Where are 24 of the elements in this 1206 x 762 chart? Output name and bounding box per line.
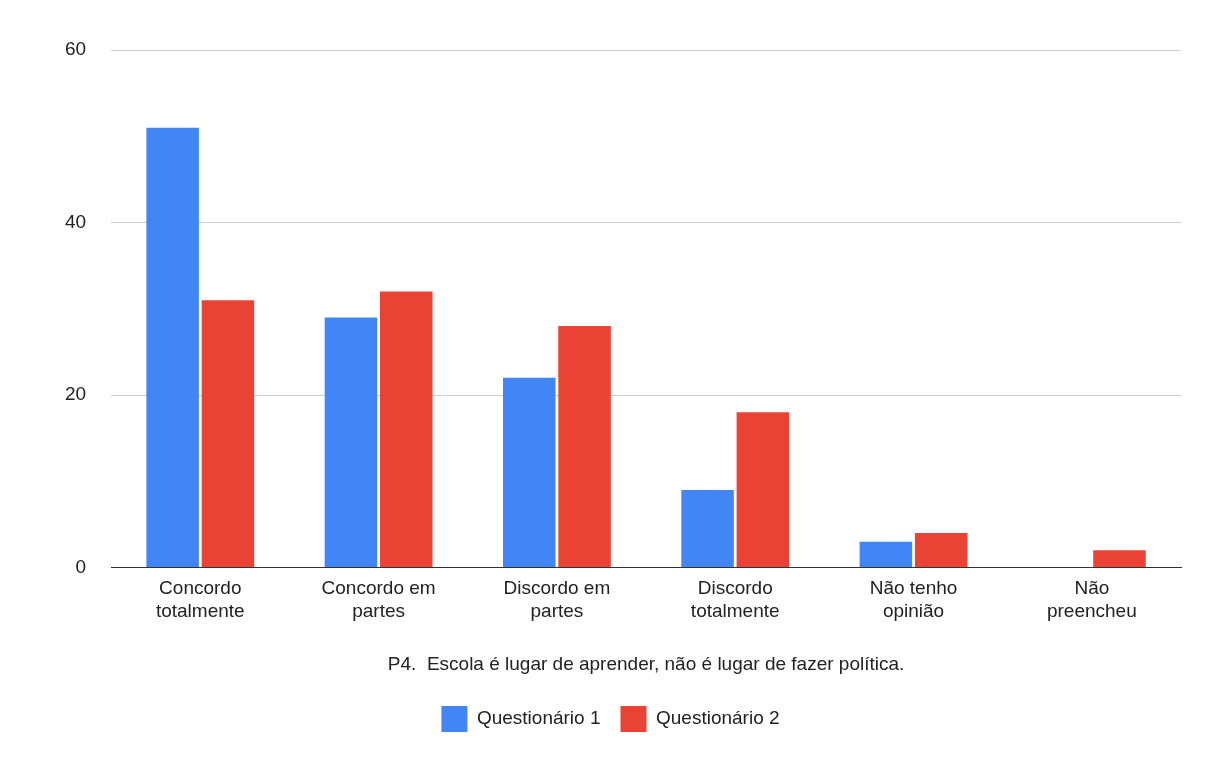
legend-label: Questionário 2 [656,707,780,729]
x-axis-title: P4. Escola é lugar de aprender, não é lugar de fazer política. [387,652,905,674]
bar [914,533,968,568]
x-tick-label: Discordo em partes [503,577,611,622]
y-tick-label: 40 [64,210,87,232]
x-tick-label: Concordo em partes [321,577,436,622]
bar [201,300,255,568]
bar [324,317,378,568]
legend-label: Questionário 1 [476,707,601,729]
x-tick-label: Discordo totalmente [690,577,780,622]
x-tick-label: Não preencheu [1046,577,1137,622]
bar [379,291,433,568]
x-tick-label: Concordo totalmente [155,577,245,622]
bar [681,489,734,568]
x-tick-label: Não tenho opinião [869,577,958,622]
bar [146,127,199,568]
bar [558,326,611,568]
y-tick-label: 60 [64,38,87,60]
bar [503,377,556,568]
bar [736,412,790,568]
y-tick-label: 20 [64,383,87,405]
bar [859,541,913,568]
y-tick-label: 0 [75,555,87,577]
bar [1093,550,1146,568]
